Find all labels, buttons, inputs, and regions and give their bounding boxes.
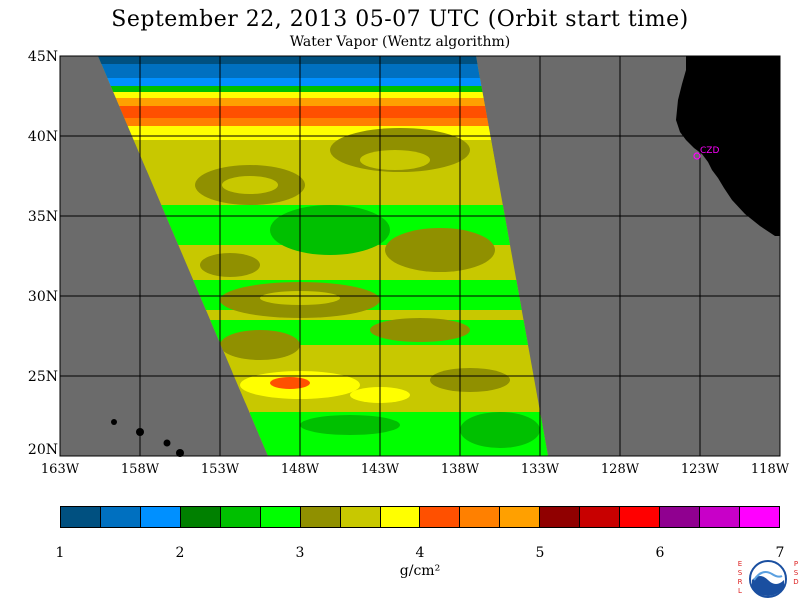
colorbar-tick: 2 xyxy=(175,545,185,561)
noaa-emblem-icon xyxy=(749,560,787,598)
colorbar-segment xyxy=(300,507,341,527)
station-marker-icon xyxy=(693,152,701,160)
hawaii-island xyxy=(176,449,184,457)
lon-label: 138W xyxy=(440,462,480,477)
hawaii-island xyxy=(111,419,117,425)
lat-label: 45N xyxy=(27,49,58,65)
colorbar-segment xyxy=(260,507,301,527)
lat-label: 25N xyxy=(27,369,58,385)
colorbar-segment xyxy=(180,507,221,527)
colorbar-segment xyxy=(540,507,581,527)
lon-label: 118W xyxy=(750,462,790,477)
lon-label: 163W xyxy=(40,462,80,477)
colorbar-segment xyxy=(580,507,621,527)
lat-label: 30N xyxy=(27,289,58,305)
north-america-landmass xyxy=(676,56,780,236)
colorbar-segment xyxy=(220,507,261,527)
colorbar-segment xyxy=(620,507,661,527)
lon-label: 143W xyxy=(360,462,400,477)
colorbar-tick: 6 xyxy=(655,545,665,561)
colorbar-segment xyxy=(420,507,461,527)
colorbar-segment xyxy=(380,507,421,527)
colorbar-tick: 4 xyxy=(415,545,425,561)
lon-label: 133W xyxy=(520,462,560,477)
colorbar-segment xyxy=(500,507,541,527)
colorbar-segment xyxy=(700,507,740,527)
colorbar-segment xyxy=(100,507,141,527)
colorbar-segment xyxy=(340,507,381,527)
station-label: CZD xyxy=(700,146,720,156)
lon-label: 123W xyxy=(680,462,720,477)
map-frame xyxy=(59,55,781,457)
lon-label: 148W xyxy=(280,462,320,477)
map-title: September 22, 2013 05-07 UTC (Orbit star… xyxy=(111,7,689,32)
logo-left-letters: E S R L xyxy=(737,560,743,595)
noaa-esrl-psd-logo: E S R L P S D xyxy=(736,558,800,600)
lat-label: 40N xyxy=(27,129,58,145)
colorbar-units: g/cm² xyxy=(399,563,441,579)
colorbar-tick: 1 xyxy=(55,545,65,561)
lon-label: 153W xyxy=(200,462,240,477)
hawaii-island xyxy=(163,439,171,447)
colorbar-segment xyxy=(739,507,779,527)
colorbar-segment xyxy=(660,507,700,527)
logo-right-letters: P S D xyxy=(793,560,799,586)
colorbar-tick: 3 xyxy=(295,545,305,561)
colorbar-segment xyxy=(61,507,101,527)
lat-label: 20N xyxy=(27,442,58,458)
colorbar-segment xyxy=(460,507,501,527)
colorbar-tick: 7 xyxy=(775,545,785,561)
colorbar-tick: 5 xyxy=(535,545,545,561)
colorbar xyxy=(60,506,780,528)
satellite-swath xyxy=(98,56,548,456)
lon-label: 128W xyxy=(600,462,640,477)
graticule xyxy=(60,56,780,456)
colorbar-segment xyxy=(140,507,181,527)
lon-label: 158W xyxy=(120,462,160,477)
lat-label: 35N xyxy=(27,209,58,225)
map-subtitle: Water Vapor (Wentz algorithm) xyxy=(289,34,511,50)
